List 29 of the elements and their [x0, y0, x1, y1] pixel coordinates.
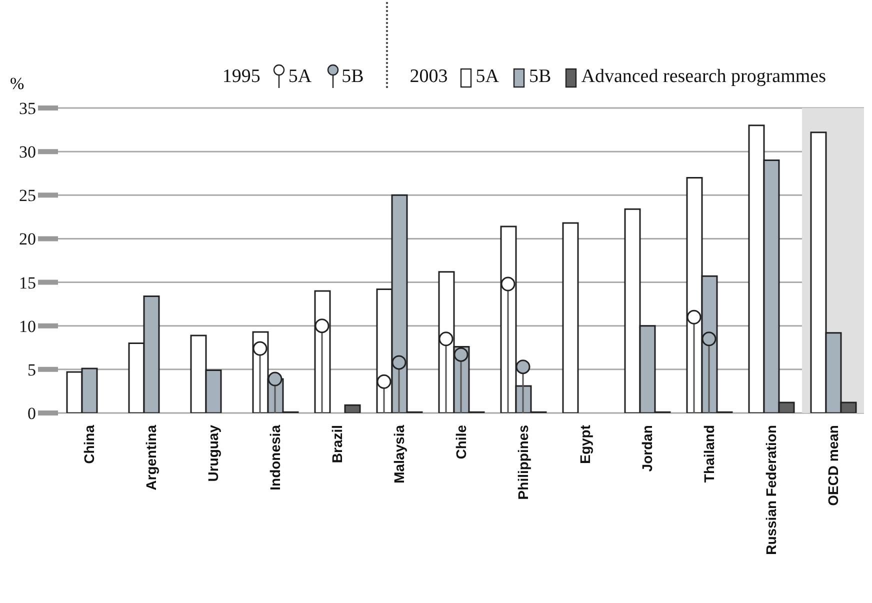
x-tick-label: OECD mean	[825, 425, 841, 506]
x-tick-label: Indonesia	[267, 424, 283, 490]
y-tick-label: 35	[19, 99, 36, 118]
legend-label: 5A	[288, 66, 312, 88]
legend-label: Advanced research programmes	[581, 66, 826, 88]
x-tick-label: Chile	[453, 424, 469, 460]
legend-label: 5B	[342, 66, 364, 88]
x-tick-label: Philippines	[515, 424, 531, 500]
x-tick-label: Malaysia	[391, 424, 407, 484]
y-tick-label: 0	[28, 404, 36, 424]
y-tick-label: 10	[19, 316, 36, 336]
x-tick-label: Uruguay	[205, 424, 221, 482]
legend-label: 5A	[476, 66, 500, 88]
y-tick-label: 15	[19, 273, 36, 292]
x-tick-label: Argentina	[143, 424, 159, 490]
x-tick-label: Jordan	[639, 425, 655, 472]
x-tick-label: Thailand	[701, 425, 717, 483]
y-tick-label: 30	[19, 142, 36, 162]
x-tick-label: China	[81, 424, 97, 464]
y-axis-title: %	[10, 74, 24, 94]
x-tick-label: Brazil	[329, 425, 345, 464]
y-tick-label: 25	[19, 186, 36, 206]
x-tick-label: Russian Federation	[763, 425, 779, 555]
text: 2003	[410, 66, 448, 88]
legend-label: 5B	[529, 66, 552, 88]
text: 1995	[222, 66, 260, 88]
y-tick-label: 5	[28, 360, 36, 380]
x-tick-label: Egypt	[577, 424, 593, 464]
y-tick-label: 20	[19, 230, 36, 249]
